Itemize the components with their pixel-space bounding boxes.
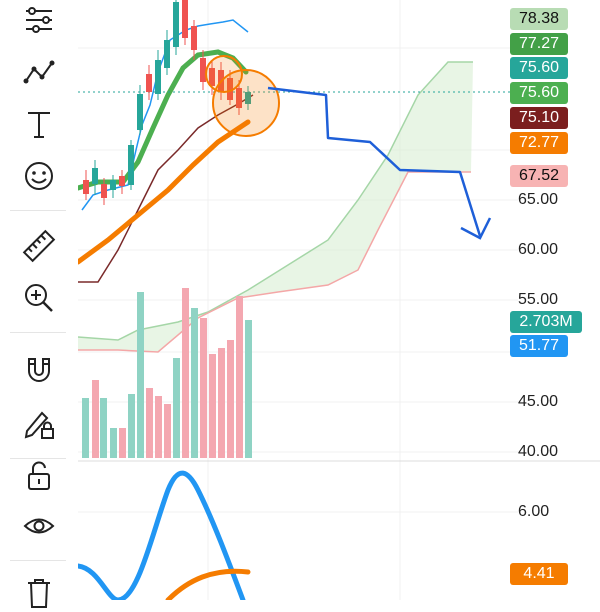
- price-badge-72-77: 72.77: [510, 132, 568, 154]
- ichimoku-span-b: [78, 171, 471, 353]
- projection-path: [267, 86, 482, 237]
- price-axis-label: 65.00: [518, 191, 559, 208]
- price-badge-75-60-green: 75.60: [510, 82, 568, 104]
- volume-badge: 2.703M: [510, 311, 582, 333]
- drawing-toolbar: [0, 0, 78, 608]
- text-tool-icon: [28, 112, 50, 138]
- candlesticks: [83, 0, 251, 205]
- ruler-tool-button[interactable]: [14, 226, 64, 266]
- price-badge-75-10: 75.10: [510, 107, 568, 129]
- eye-tool-icon: [23, 518, 55, 534]
- zoom-in-tool-button[interactable]: [14, 278, 64, 318]
- eye-tool-button[interactable]: [14, 506, 64, 546]
- ruler-tool-icon: [22, 229, 56, 263]
- highlight-circle-top: [205, 55, 243, 93]
- toolbar-divider: [10, 210, 66, 211]
- unlock-tool-icon: [28, 461, 50, 490]
- price-badge-77-27: 77.27: [510, 33, 568, 55]
- volume-bars: [82, 288, 252, 458]
- zoom-in-tool-icon: [25, 284, 53, 312]
- price-axis-label: 55.00: [518, 291, 559, 308]
- volume-ma-badge: 51.77: [510, 335, 568, 357]
- toolbar-divider: [10, 560, 66, 561]
- price-axis-label: 60.00: [518, 241, 559, 258]
- oscillator-orange-line: [165, 568, 251, 600]
- magnet-tool-button[interactable]: [14, 350, 64, 390]
- indicators-tool-icon: [26, 7, 52, 33]
- price-badge-67-52: 67.52: [510, 165, 568, 187]
- text-tool-button[interactable]: [14, 104, 64, 144]
- indicators-tool-button[interactable]: [14, 0, 64, 40]
- lock-drawing-tool-icon: [24, 411, 54, 439]
- oscillator-blue-line: [78, 470, 246, 600]
- lock-drawing-tool-button[interactable]: [14, 404, 64, 444]
- unlock-tool-button[interactable]: [14, 456, 64, 496]
- highlight-circle-main: [212, 69, 280, 137]
- trash-tool-icon: [28, 579, 50, 608]
- price-axis-label: 40.00: [518, 443, 559, 460]
- trash-tool-button[interactable]: [14, 572, 64, 612]
- projection-arrowhead-icon: [460, 217, 492, 240]
- ichimoku-cloud: [78, 62, 473, 352]
- price-badge-75-60-teal: 75.60: [510, 57, 568, 79]
- price-chart[interactable]: [78, 0, 600, 600]
- toolbar-divider: [10, 332, 66, 333]
- trend-line-tool-icon: [23, 60, 55, 84]
- emoji-tool-icon: [25, 162, 53, 190]
- toolbar-divider: [10, 458, 66, 459]
- oscillator-axis-label: 6.00: [518, 503, 550, 520]
- base-line: [78, 94, 254, 283]
- oscillator-badge: 4.41: [510, 563, 568, 585]
- price-badge-78-38: 78.38: [510, 8, 568, 30]
- ma-orange-line: [78, 119, 251, 265]
- price-axis-label: 45.00: [518, 393, 559, 410]
- trend-line-tool-button[interactable]: [14, 52, 64, 92]
- emoji-tool-button[interactable]: [14, 156, 64, 196]
- magnet-tool-icon: [28, 358, 50, 382]
